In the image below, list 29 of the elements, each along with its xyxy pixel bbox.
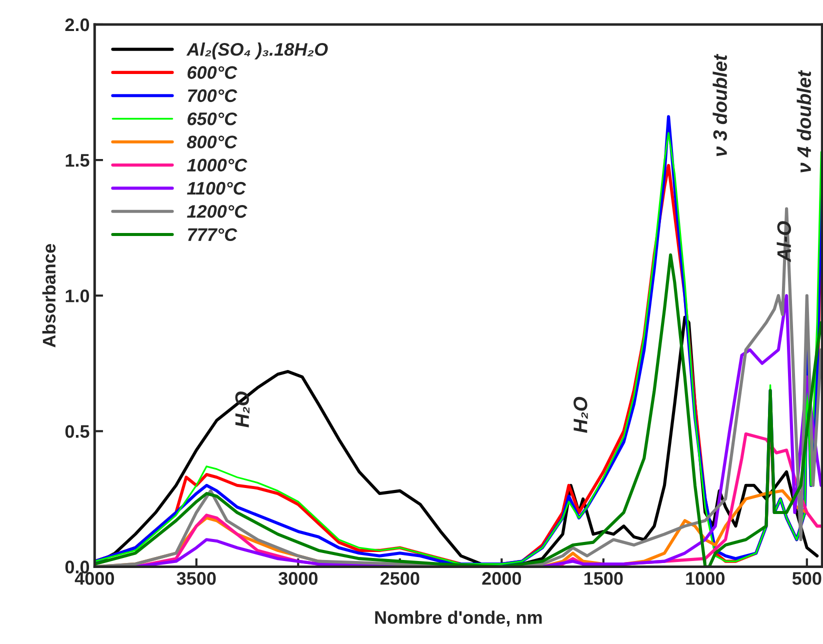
- legend-label: 700°C: [188, 89, 238, 102]
- y-axis-title: Absorbance: [42, 244, 56, 348]
- y-tick-label: 0.0: [65, 560, 90, 574]
- x-tick-label: 500: [792, 572, 822, 585]
- x-tick-label: 2500: [380, 572, 420, 585]
- annotation: H₂O: [574, 396, 588, 433]
- x-axis-title: Nombre d'onde, nm: [375, 610, 542, 627]
- x-tick-label: 1500: [584, 572, 623, 585]
- x-tick-label: 4000: [74, 572, 114, 585]
- legend-label: 1200°C: [187, 205, 248, 218]
- y-tick-label: 1.0: [66, 290, 90, 302]
- annotation: H₂O: [235, 392, 250, 428]
- x-tick-label: 3500: [176, 572, 216, 585]
- x-tick-label: 2000: [482, 572, 521, 585]
- annotation: ν 3 doublet: [712, 54, 728, 156]
- annotation: Al-O: [776, 221, 792, 262]
- legend-label: 777°C: [188, 228, 238, 241]
- annotation: ν 4 doublet: [796, 70, 812, 172]
- y-tick-label: 2.0: [65, 18, 90, 32]
- legend-label: Al₂(SO₄ )₃.18H₂O: [186, 42, 328, 60]
- x-tick-label: 1000: [686, 572, 725, 585]
- x-tick-label: 3000: [278, 572, 318, 585]
- legend-label: 600°C: [188, 66, 238, 79]
- y-tick-label: 1.5: [66, 154, 90, 167]
- legend-label: 1000°C: [187, 158, 248, 172]
- legend-label: 1100°C: [187, 182, 246, 195]
- y-tick-label: 0.5: [65, 425, 90, 438]
- legend-label: 650°C: [188, 112, 238, 126]
- legend-label: 800°C: [186, 136, 238, 148]
